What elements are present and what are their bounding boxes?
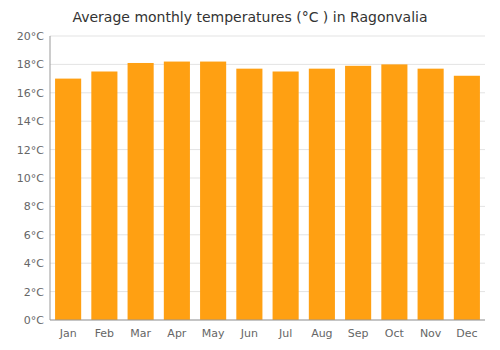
- y-tick-label: 8°C: [24, 200, 44, 213]
- y-tick-label: 6°C: [24, 229, 44, 242]
- y-tick-label: 18°C: [17, 58, 44, 71]
- y-tick-label: 2°C: [24, 286, 44, 299]
- grid-line: [50, 64, 485, 65]
- bar: [454, 76, 480, 320]
- x-tick-label: Mar: [130, 327, 151, 340]
- bar: [236, 69, 262, 320]
- x-tick-label: Oct: [385, 327, 405, 340]
- bar: [55, 79, 81, 320]
- x-tick-label: Jan: [59, 327, 77, 340]
- x-tick-label: Dec: [456, 327, 477, 340]
- grid-line: [50, 36, 485, 37]
- bar: [200, 62, 226, 320]
- x-tick-label: Sep: [348, 327, 369, 340]
- bar: [381, 64, 407, 320]
- y-tick-label: 4°C: [24, 257, 44, 270]
- x-tick-label: Nov: [420, 327, 442, 340]
- x-tick-label: Apr: [167, 327, 187, 340]
- y-tick-label: 10°C: [17, 172, 44, 185]
- x-tick-label: Jun: [240, 327, 258, 340]
- y-tick-label: 16°C: [17, 87, 44, 100]
- bar: [128, 63, 154, 320]
- y-axis: [50, 36, 51, 320]
- bar: [345, 66, 371, 320]
- x-tick-label: May: [202, 327, 225, 340]
- bar: [273, 72, 299, 321]
- y-tick-label: 0°C: [24, 314, 44, 327]
- x-tick-label: Feb: [95, 327, 114, 340]
- x-tick-label: Aug: [311, 327, 332, 340]
- chart: Average monthly temperatures (°C ) in Ra…: [0, 0, 500, 350]
- bar: [418, 69, 444, 320]
- bars: [55, 62, 480, 320]
- y-tick-label: 12°C: [17, 144, 44, 157]
- x-axis: [50, 320, 485, 321]
- bar: [91, 72, 117, 321]
- title: Average monthly temperatures (°C ) in Ra…: [72, 9, 427, 25]
- x-tick-label: Jul: [278, 327, 292, 340]
- bar: [164, 62, 190, 320]
- bar: [309, 69, 335, 320]
- grid-line: [50, 320, 485, 321]
- y-tick-label: 14°C: [17, 115, 44, 128]
- y-tick-label: 20°C: [17, 30, 44, 43]
